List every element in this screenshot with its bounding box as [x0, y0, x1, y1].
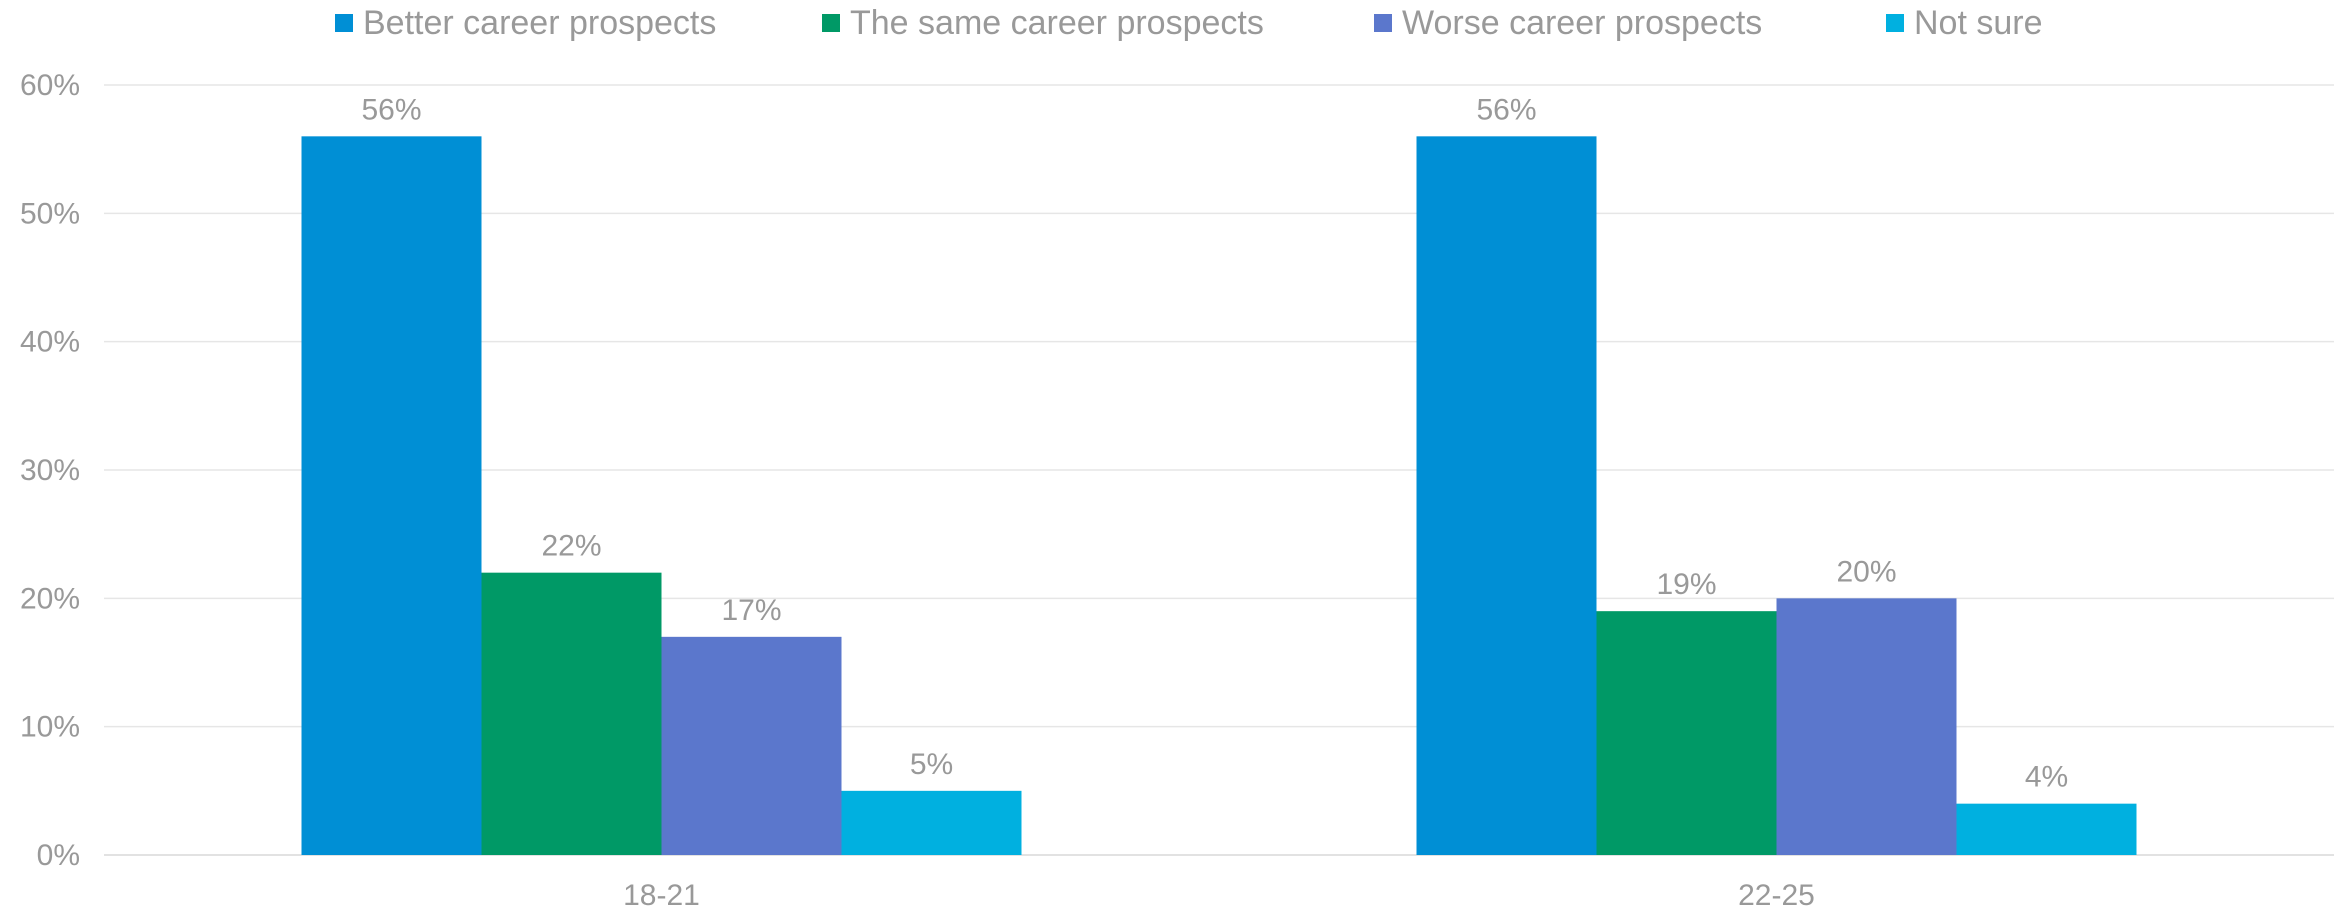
legend: Better career prospects The same career p… — [335, 4, 2043, 42]
legend-swatch — [822, 14, 840, 32]
data-label: 5% — [910, 748, 953, 781]
data-label: 56% — [361, 93, 421, 126]
y-tick-label: 50% — [20, 197, 80, 230]
legend-item: Not sure — [1886, 4, 2043, 42]
data-label: 56% — [1476, 93, 1536, 126]
legend-label: The same career prospects — [850, 4, 1264, 42]
bar — [1416, 136, 1597, 856]
bar — [1956, 803, 2137, 855]
legend-label: Worse career prospects — [1402, 4, 1762, 42]
bar — [841, 790, 1022, 855]
bars — [301, 136, 2137, 856]
y-tick-label: 20% — [20, 582, 80, 615]
data-label: 20% — [1836, 555, 1896, 588]
legend-label: Better career prospects — [363, 4, 716, 42]
x-tick-label: 18-21 — [623, 879, 700, 909]
legend-swatch — [1374, 14, 1392, 32]
bar — [1776, 598, 1957, 855]
data-labels: 56% 22% 17% 5% 56% 19% 20% 4% — [361, 93, 2068, 793]
data-label: 4% — [2025, 761, 2068, 794]
y-tick-label: 60% — [20, 69, 80, 102]
y-tick-label: 40% — [20, 326, 80, 359]
data-label: 17% — [721, 594, 781, 627]
data-label: 22% — [541, 530, 601, 563]
y-tick-label: 30% — [20, 454, 80, 487]
y-tick-label: 0% — [37, 839, 80, 872]
bar — [661, 636, 842, 855]
data-label: 19% — [1656, 568, 1716, 601]
legend-swatch — [335, 14, 353, 32]
bar — [1596, 611, 1777, 855]
x-tick-label: 22-25 — [1738, 879, 1815, 909]
y-axis-tick-labels: 0% 10% 20% 30% 40% 50% 60% — [20, 69, 80, 872]
x-axis-tick-labels: 18-21 22-25 — [623, 879, 1815, 912]
legend-item: Worse career prospects — [1374, 4, 1762, 42]
legend-label: Not sure — [1914, 4, 2043, 42]
bar — [301, 136, 482, 856]
legend-item: Better career prospects — [335, 4, 716, 42]
bar — [481, 572, 662, 855]
legend-item: The same career prospects — [822, 4, 1264, 42]
legend-swatch — [1886, 14, 1904, 32]
y-tick-label: 10% — [20, 711, 80, 744]
